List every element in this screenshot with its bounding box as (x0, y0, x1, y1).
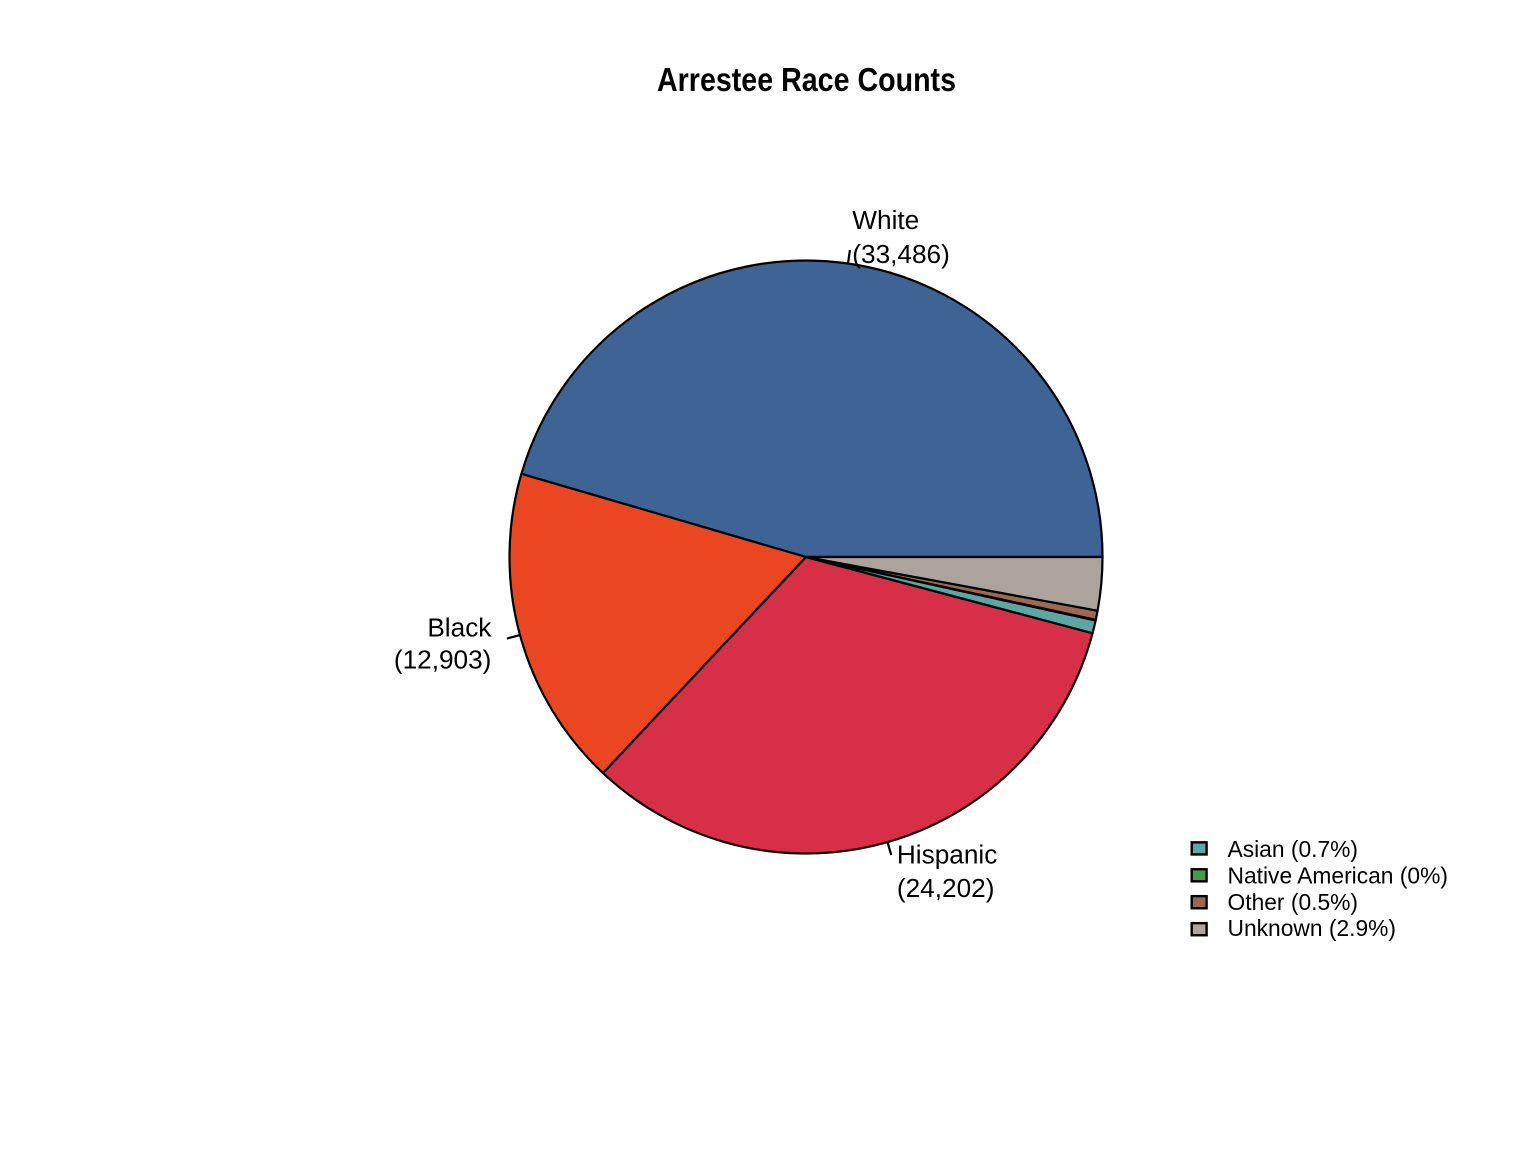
svg-text:White: White (852, 205, 919, 235)
svg-text:(33,486): (33,486) (852, 239, 950, 269)
svg-text:Unknown (2.9%): Unknown (2.9%) (1228, 915, 1397, 941)
svg-text:Hispanic: Hispanic (897, 840, 997, 870)
svg-text:Asian (0.7%): Asian (0.7%) (1228, 836, 1359, 862)
svg-text:Native American (0%): Native American (0%) (1228, 862, 1448, 888)
svg-text:Black: Black (427, 613, 492, 643)
svg-text:(24,202): (24,202) (897, 873, 995, 903)
svg-text:Arrestee Race Counts: Arrestee Race Counts (657, 62, 956, 99)
svg-text:(12,903): (12,903) (394, 645, 492, 675)
svg-text:Other (0.5%): Other (0.5%) (1228, 889, 1359, 915)
